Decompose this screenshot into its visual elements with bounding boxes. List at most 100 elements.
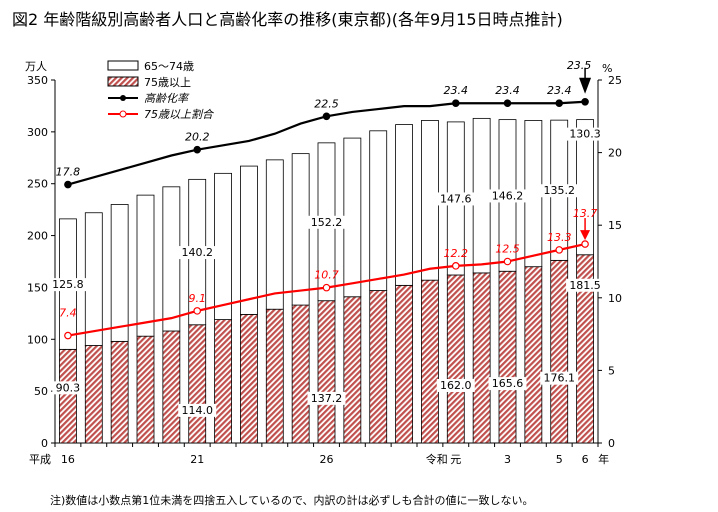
data-label-65-74: 130.3 [569,128,601,141]
legend-swatch-75-plus [107,76,139,87]
y-right-tick-label: 0 [608,437,615,450]
footnote: 注)数値は小数点第1位未満を四捨五入しているので、内訳の計は必ずしも合計の値に一… [50,494,534,507]
bar-75-plus [369,290,388,444]
aging-rate-marker [555,99,564,108]
bar-75-plus [136,335,155,444]
bar-75-plus [188,324,207,444]
data-label-ratio-75-plus: 13.7 [573,207,598,220]
bar-65-74 [265,159,284,310]
bar-65-74 [369,130,388,291]
legend-label-65-74: 65〜74歳 [144,60,194,73]
bar-75-plus [317,300,336,444]
bar-65-74 [421,120,439,281]
data-label-75-plus: 137.2 [311,392,343,405]
ratio-75-plus-marker [581,240,589,248]
data-label-ratio-75-plus: 9.1 [188,292,206,305]
legend-label-75-plus: 75歳以上 [144,76,191,89]
data-label-75-plus-bg [566,278,605,292]
bar-75-plus [421,279,439,444]
y-left-tick-label: 100 [27,333,48,346]
bar-75-plus [162,330,181,444]
y-left-tick-label: 350 [27,74,48,87]
arrow-aging-rate-icon [579,77,592,94]
aging-rate-marker [503,99,512,108]
data-label-65-74: 146.2 [492,189,524,202]
y-left-tick-label: 200 [27,230,48,243]
data-label-65-74: 147.6 [440,192,472,205]
data-label-65-74: 140.2 [181,246,213,259]
legend-marker-aging-rate [120,95,126,101]
ratio-75-plus-marker [322,283,331,292]
bar-65-74 [291,153,310,306]
y-left-tick-label: 300 [27,126,48,139]
x-tick-label: 16 [61,453,75,466]
aging-rate-marker [193,145,202,154]
ratio-75-plus-marker [64,331,72,340]
data-label-75-plus: 114.0 [181,404,213,417]
y-right-tick-label: 20 [608,147,622,160]
data-label-65-74: 135.2 [543,184,575,197]
y-left-unit: 万人 [25,60,47,73]
data-label-aging-rate: 23.4 [495,84,520,97]
data-label-75-plus-bg [488,377,527,391]
y-right-tick-label: 10 [608,292,622,305]
bar-65-74 [343,137,362,298]
ratio-75-plus-marker [193,307,202,315]
lines-layer [64,67,592,340]
y-left-tick-label: 50 [34,385,48,398]
x-era-start-label: 平成 [29,453,51,466]
bar-75-plus [214,319,232,444]
bar-75-plus [240,313,258,444]
bar-75-plus [265,308,284,444]
y-right-unit: % [602,62,612,75]
data-label-aging-rate: 17.8 [56,166,81,179]
x-tick-label: 6 [582,453,589,466]
data-label-aging-rate: 20.2 [185,131,210,144]
x-tick-label: 5 [556,453,563,466]
bar-65-74 [162,186,181,332]
bar-65-74 [472,117,491,274]
data-label-75-plus: 176.1 [543,372,575,385]
bar-75-plus [84,345,103,444]
aging-rate-marker [451,99,460,108]
bar-75-plus [550,259,569,444]
data-label-65-74-bg [48,278,87,292]
bar-75-plus [110,340,129,444]
bar-75-plus [59,348,77,444]
aging-rate-marker [581,97,589,106]
bar-75-plus [446,274,465,444]
labels-layer: 125.8 140.2 152.2 147.6 146.2 135.2 130.3 90.3 1… [48,59,605,417]
y-left-tick-label: 0 [41,437,48,450]
data-label-aging-rate: 23.4 [547,84,572,97]
bar-65-74 [524,120,543,268]
chart-title: 図2 年齢階級別高齢者人口と高齢化率の推移(東京都)(各年9月15日時点推計) [12,10,563,29]
y-left-tick-label: 150 [27,281,48,294]
bar-75-plus [472,272,491,444]
x-era-mid-label: 令和 [426,452,448,466]
bar-65-74 [395,124,413,286]
data-label-65-74-bg [488,189,527,203]
ratio-75-plus-marker [555,246,564,254]
bar-75-plus [291,304,310,444]
legend-swatch-65-74 [107,60,139,71]
data-label-75-plus-bg [540,371,579,385]
data-label-65-74-bg [566,127,605,141]
data-label-ratio-75-plus: 10.7 [314,269,339,282]
aging-rate-marker [64,180,72,189]
data-label-ratio-75-plus: 12.2 [444,247,469,260]
data-label-aging-rate: 22.5 [314,97,339,110]
legend-label-ratio-75: 75歳以上割合 [144,108,215,121]
y-left-tick-label: 250 [27,178,48,191]
x-year-suffix-label: 年 [598,452,609,466]
bar-65-74 [84,212,103,346]
data-label-65-74-bg [178,246,217,260]
bar-65-74 [214,172,232,320]
data-label-75-plus: 162.0 [440,379,472,392]
x-tick-label: 元 [450,453,461,466]
bar-75-plus [395,284,413,444]
bar-75-plus [498,270,517,444]
bar-75-plus [524,266,543,444]
y-right-tick-label: 5 [608,364,615,377]
